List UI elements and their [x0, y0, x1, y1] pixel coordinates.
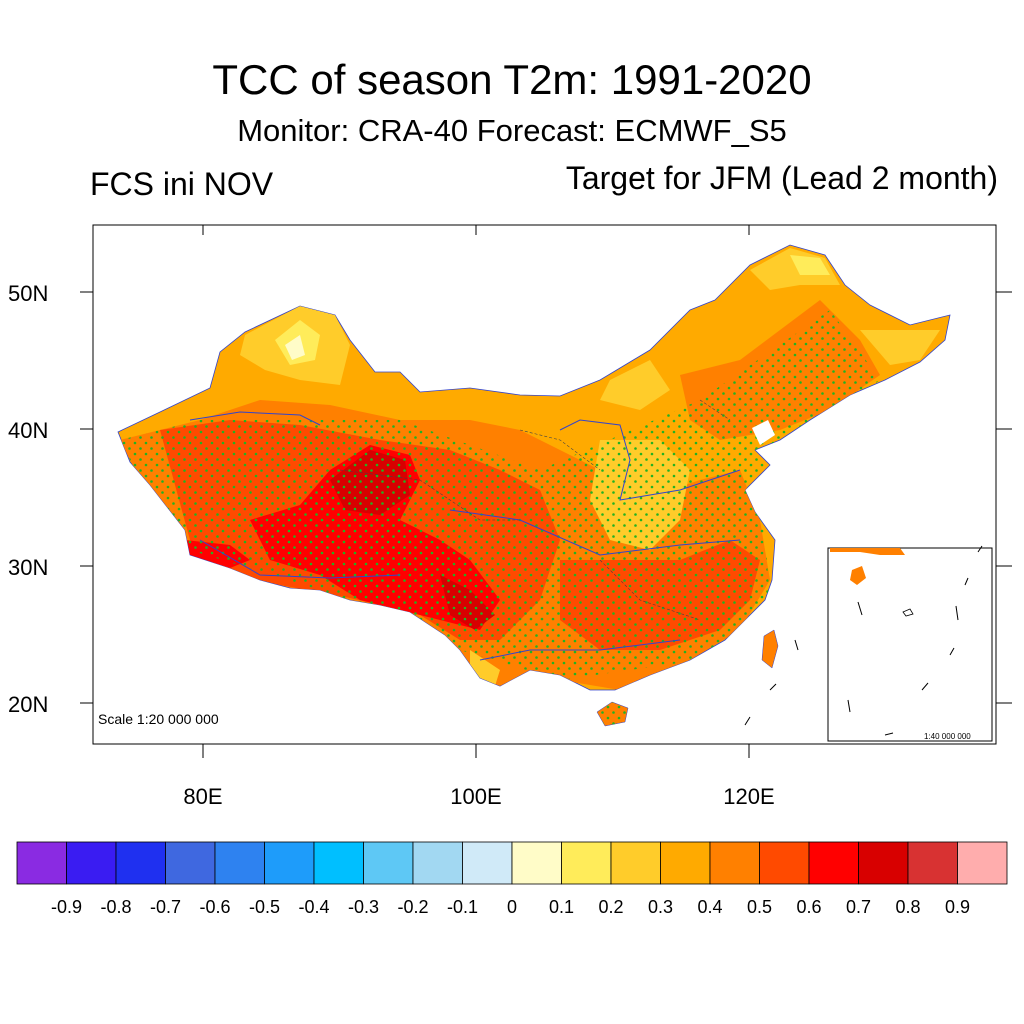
colorbar-swatch — [907, 841, 958, 885]
scale-label: Scale 1:20 000 000 — [98, 711, 219, 727]
lat-label-20n: 20N — [8, 692, 49, 717]
colorbar-swatch — [660, 841, 711, 885]
lat-label-30n: 30N — [8, 555, 49, 580]
colorbar-tick-label: 0.7 — [845, 897, 872, 917]
lat-label-40n: 40N — [8, 418, 49, 443]
colorbar-swatch — [957, 841, 1008, 885]
colorbar-tick-label: 0.3 — [647, 897, 674, 917]
colorbar-swatch — [462, 841, 513, 885]
colorbar-swatch — [264, 841, 315, 885]
target-label: Target for JFM (Lead 2 month) — [565, 160, 998, 196]
colorbar-swatch — [16, 841, 67, 885]
map-subtitle: Monitor: CRA-40 Forecast: ECMWF_S5 — [237, 113, 787, 148]
colorbar-tick-label: 0.2 — [598, 897, 624, 917]
colorbar-swatch — [115, 841, 166, 885]
init-label: FCS ini NOV — [90, 166, 274, 202]
colorbar-tick-label: -0.4 — [298, 897, 330, 917]
inset-scale-label: 1:40 000 000 — [924, 732, 971, 741]
colorbar-tick-label: -0.3 — [347, 897, 380, 917]
colorbar-swatch — [66, 841, 117, 885]
colorbar-swatch — [610, 841, 661, 885]
colorbar-tick-label: -0.7 — [149, 897, 182, 917]
colorbar-tick-label: -0.2 — [397, 897, 429, 917]
colorbar-tick-label: -0.9 — [50, 897, 83, 917]
colorbar-swatch — [759, 841, 810, 885]
colorbar-tick-label: 0.4 — [697, 897, 723, 917]
colorbar-tick-label: 0 — [506, 897, 518, 917]
colorbar-swatch — [363, 841, 414, 885]
colorbar — [16, 841, 1008, 885]
colorbar-swatch — [313, 841, 364, 885]
colorbar-swatch — [808, 841, 859, 885]
lon-label-120e: 120E — [723, 784, 775, 809]
colorbar-swatch — [214, 841, 265, 885]
colorbar-tick-label: 0.1 — [548, 897, 575, 917]
colorbar-tick-label: -0.5 — [248, 897, 281, 917]
south-china-sea-inset — [827, 545, 993, 742]
colorbar-tick-label: 0.9 — [944, 897, 971, 917]
colorbar-tick-label: 0.8 — [895, 897, 921, 917]
lon-label-80e: 80E — [183, 784, 223, 809]
colorbar-swatch — [165, 841, 216, 885]
colorbar-tick-label: -0.1 — [446, 897, 479, 917]
colorbar-swatch — [511, 841, 562, 885]
colorbar-tick-label: 0.6 — [796, 897, 822, 917]
colorbar-swatch — [412, 841, 463, 885]
map-title: TCC of season T2m: 1991-2020 — [212, 56, 812, 103]
colorbar-swatch — [561, 841, 612, 885]
colorbar-swatch — [858, 841, 909, 885]
colorbar-tick-label: 0.5 — [746, 897, 773, 917]
colorbar-swatch — [709, 841, 760, 885]
lon-label-100e: 100E — [450, 784, 502, 809]
axis-ticks — [80, 225, 1012, 758]
colorbar-tick-label: -0.6 — [199, 897, 231, 917]
lat-label-50n: 50N — [8, 281, 49, 306]
colorbar-tick-label: -0.8 — [100, 897, 132, 917]
china-fill — [117, 244, 951, 727]
